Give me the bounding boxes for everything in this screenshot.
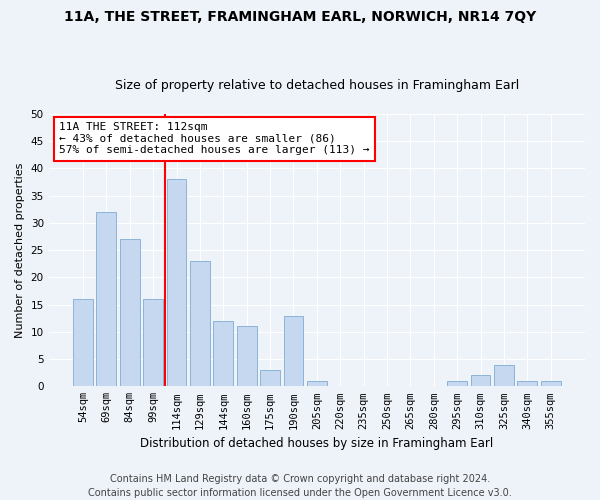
Text: Contains HM Land Registry data © Crown copyright and database right 2024.
Contai: Contains HM Land Registry data © Crown c… [88,474,512,498]
Text: 11A, THE STREET, FRAMINGHAM EARL, NORWICH, NR14 7QY: 11A, THE STREET, FRAMINGHAM EARL, NORWIC… [64,10,536,24]
Bar [97,212,116,386]
Bar [517,381,537,386]
Bar [494,364,514,386]
Bar [447,381,467,386]
Bar [541,381,560,386]
Bar [284,316,304,386]
Bar [190,261,210,386]
Bar [214,321,233,386]
X-axis label: Distribution of detached houses by size in Framingham Earl: Distribution of detached houses by size … [140,437,493,450]
Bar [120,240,140,386]
Y-axis label: Number of detached properties: Number of detached properties [15,162,25,338]
Bar [143,299,163,386]
Text: 11A THE STREET: 112sqm
← 43% of detached houses are smaller (86)
57% of semi-det: 11A THE STREET: 112sqm ← 43% of detached… [59,122,370,156]
Bar [307,381,327,386]
Bar [260,370,280,386]
Bar [167,180,187,386]
Bar [237,326,257,386]
Bar [470,376,490,386]
Bar [73,299,93,386]
Title: Size of property relative to detached houses in Framingham Earl: Size of property relative to detached ho… [115,79,519,92]
